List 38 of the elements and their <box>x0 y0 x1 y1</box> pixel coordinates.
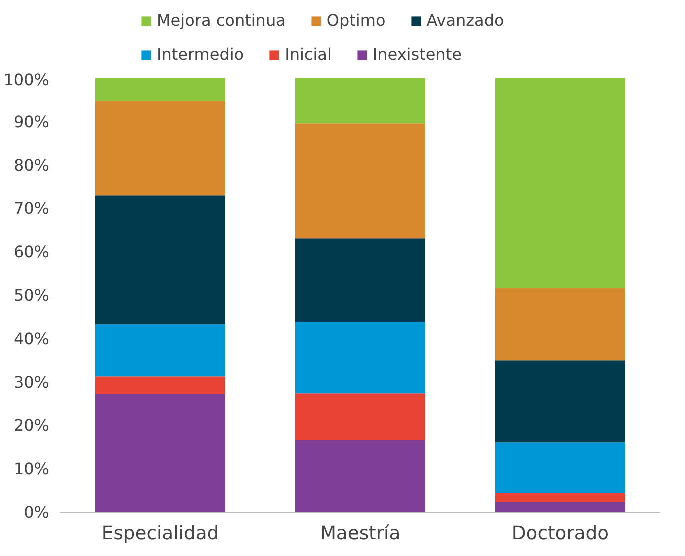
x-tick-label: Doctorado <box>512 524 610 544</box>
y-tick-label: 100% <box>4 70 50 90</box>
bar <box>296 322 426 394</box>
bar <box>496 442 626 494</box>
bar <box>296 394 426 440</box>
legend-label: Inicial <box>285 45 332 64</box>
legend-label: Mejora continua <box>157 11 286 30</box>
bar <box>296 124 426 239</box>
y-tick-label: 10% <box>14 460 50 479</box>
bar <box>296 78 426 124</box>
x-tick-label: Maestría <box>320 524 401 544</box>
y-tick-label: 60% <box>14 242 50 262</box>
bar <box>96 196 226 325</box>
bar <box>96 376 226 394</box>
y-tick-label: 50% <box>14 286 50 305</box>
bar <box>496 502 626 512</box>
y-tick-label: 0% <box>24 503 50 522</box>
bar <box>296 238 426 322</box>
y-tick-label: 70% <box>14 199 50 218</box>
bar <box>496 360 626 443</box>
legend-label: Inexistente <box>372 45 462 64</box>
y-tick-label: 30% <box>14 372 50 392</box>
x-tick-label: Especialidad <box>102 524 220 544</box>
bar <box>96 324 226 377</box>
legend-label: Optimo <box>326 11 386 30</box>
legend-label: Avanzado <box>426 11 504 30</box>
legend-label: Intermedio <box>157 45 244 64</box>
bar <box>96 78 226 102</box>
y-tick-label: 90% <box>14 112 50 132</box>
y-tick-label: 40% <box>14 329 50 348</box>
y-tick-label: 80% <box>14 156 50 175</box>
bar <box>96 102 226 196</box>
bar <box>96 394 226 512</box>
bar <box>496 78 626 289</box>
bar <box>496 288 626 361</box>
bar <box>296 440 426 512</box>
bar <box>496 493 626 503</box>
y-tick-label: 20% <box>14 416 50 436</box>
